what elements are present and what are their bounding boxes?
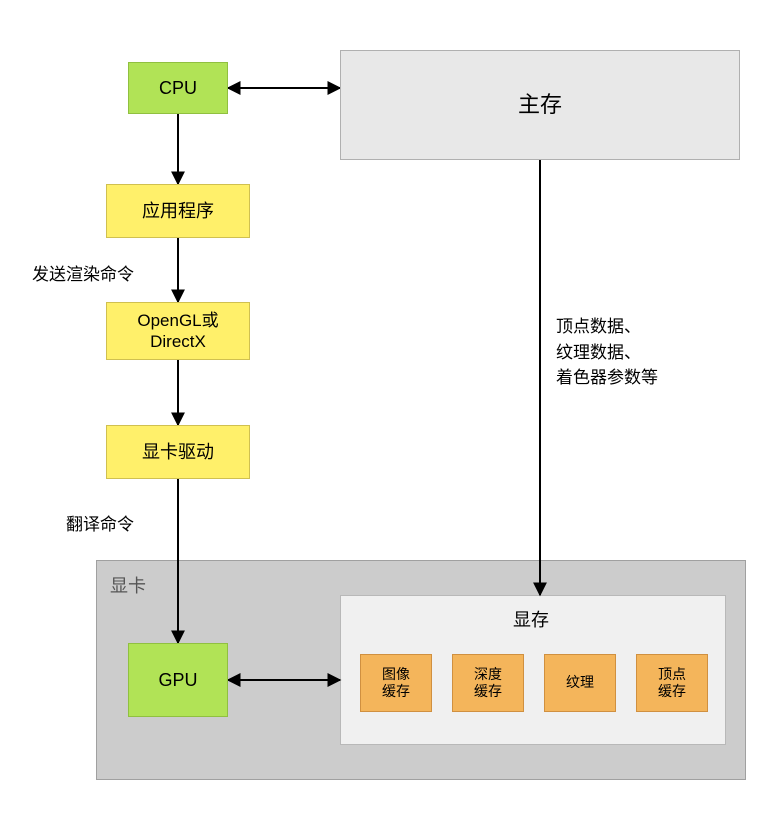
node-driver-label: 显卡驱动 (142, 441, 214, 464)
node-buf-vert-label: 顶点 缓存 (658, 666, 686, 701)
node-buf-img-label: 图像 缓存 (382, 666, 410, 701)
node-vram-label: 显存 (513, 606, 549, 632)
node-gpu-label: GPU (158, 669, 197, 692)
edge-label-data-kinds: 顶点数据、 纹理数据、 着色器参数等 (556, 314, 658, 391)
node-mainmem-label: 主存 (518, 91, 562, 119)
node-cpu-label: CPU (159, 77, 197, 100)
node-card-label: 显卡 (110, 572, 146, 598)
node-api-label: OpenGL或 DirectX (137, 310, 218, 353)
node-driver: 显卡驱动 (106, 425, 250, 479)
node-buf-tex-label: 纹理 (566, 674, 594, 692)
node-buf-depth: 深度 缓存 (452, 654, 524, 712)
node-gpu: GPU (128, 643, 228, 717)
node-buf-depth-label: 深度 缓存 (474, 666, 502, 701)
node-api: OpenGL或 DirectX (106, 302, 250, 360)
node-cpu: CPU (128, 62, 228, 114)
node-app: 应用程序 (106, 184, 250, 238)
node-buf-img: 图像 缓存 (360, 654, 432, 712)
edge-label-send-render: 发送渲染命令 (32, 260, 134, 285)
edge-label-translate: 翻译命令 (66, 510, 134, 535)
node-buf-vert: 顶点 缓存 (636, 654, 708, 712)
node-buf-tex: 纹理 (544, 654, 616, 712)
node-app-label: 应用程序 (142, 200, 214, 223)
node-mainmem: 主存 (340, 50, 740, 160)
